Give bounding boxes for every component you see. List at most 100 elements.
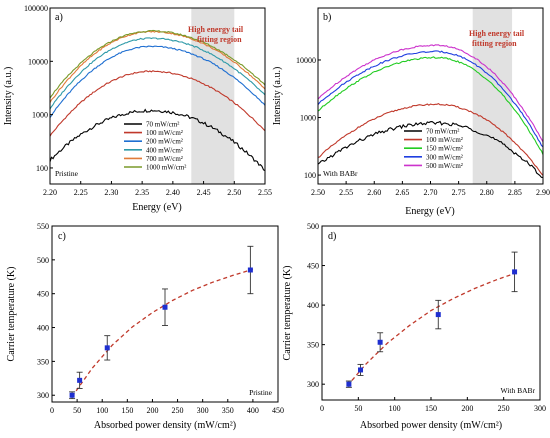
series-line-4 xyxy=(317,50,544,148)
y-tick-label: 500 xyxy=(37,256,49,265)
y-tick-label: 300 xyxy=(37,391,49,400)
x-tick-label: 100 xyxy=(96,406,108,415)
panel-b-annotation: With BABr xyxy=(323,169,358,178)
y-tick-label: 350 xyxy=(307,341,319,350)
x-tick-label: 350 xyxy=(222,406,234,415)
fit-curve xyxy=(346,272,515,387)
panel-b-shade-label-1: High energy tail xyxy=(469,29,525,38)
y-tick-label: 10000 xyxy=(296,56,316,65)
panel-d-ylabel: Carrier temperature (K) xyxy=(282,266,293,361)
legend-entry: 100 mW/cm² xyxy=(146,129,183,137)
x-tick-label: 2.70 xyxy=(424,188,438,197)
x-tick-label: 2.45 xyxy=(197,188,211,197)
panel-c-xlabel: Absorbed power density (mW/cm²) xyxy=(94,420,236,431)
y-tick-label: 100 xyxy=(304,171,316,180)
series-line-5 xyxy=(49,30,266,103)
x-tick-label: 2.75 xyxy=(452,188,466,197)
x-tick-label: 0 xyxy=(50,406,54,415)
panel-a-frame xyxy=(49,7,266,185)
panel-a-shade-label-1: High energy tail xyxy=(188,25,244,34)
x-tick-label: 50 xyxy=(73,406,81,415)
panel-d-xlabel: Absorbed power density (mW/cm²) xyxy=(360,420,502,431)
data-point xyxy=(77,377,83,383)
data-point xyxy=(346,381,352,387)
x-tick-label: 2.60 xyxy=(367,188,381,197)
panel-c-annotation: Pristine xyxy=(249,388,273,397)
x-tick-label: 2.20 xyxy=(43,188,57,197)
x-tick-label: 300 xyxy=(197,406,209,415)
panel-c-ylabel: Carrier temperature (K) xyxy=(6,267,17,362)
series-line-2 xyxy=(317,102,544,176)
y-tick-label: 1000 xyxy=(32,111,48,120)
x-tick-label: 2.90 xyxy=(536,188,550,197)
panel-a-annotation: Pristine xyxy=(55,169,79,178)
panel-a-label: a) xyxy=(55,12,63,23)
x-tick-label: 250 xyxy=(498,404,510,413)
x-tick-label: 2.25 xyxy=(74,188,88,197)
series-line-1 xyxy=(317,120,544,178)
series-line-2 xyxy=(49,70,266,137)
x-tick-label: 150 xyxy=(425,404,437,413)
x-tick-label: 200 xyxy=(461,404,473,413)
data-point xyxy=(512,269,518,275)
panel-b-shade-label-2: fitting region xyxy=(472,39,517,48)
legend-entry: 200 mW/cm² xyxy=(146,138,183,146)
data-point xyxy=(162,304,168,310)
data-point xyxy=(247,267,253,273)
panel-d-annotation: With BABr xyxy=(501,386,536,395)
x-tick-label: 2.50 xyxy=(311,188,325,197)
panel-c-frame xyxy=(51,225,279,403)
y-tick-label: 100 xyxy=(36,164,48,173)
legend-entry: 70 mW/cm² xyxy=(146,121,179,129)
data-point xyxy=(104,345,110,351)
x-tick-label: 2.55 xyxy=(258,188,272,197)
series-line-6 xyxy=(49,29,266,99)
x-tick-label: 400 xyxy=(247,406,259,415)
panel-a-ylabel: Intensity (a.u.) xyxy=(3,67,14,126)
series-line-3 xyxy=(317,56,544,155)
x-tick-label: 200 xyxy=(146,406,158,415)
panel-c-label: c) xyxy=(58,231,66,242)
data-point xyxy=(377,339,383,345)
panel-d: 0 50 100 150 200 250 300 300 350 400 450 500 d) Wi… xyxy=(282,222,546,431)
panel-b-shaded-region xyxy=(472,8,513,184)
series-line-4 xyxy=(49,37,266,110)
panel-c: 0 50 100 150 200 250 300 350 400 450 300 350 400 450… xyxy=(6,222,284,431)
y-tick-label: 350 xyxy=(37,357,49,366)
x-tick-label: 2.80 xyxy=(480,188,494,197)
fit-curve xyxy=(71,268,254,397)
series-line-1 xyxy=(49,108,266,172)
series-line-5 xyxy=(317,44,544,143)
legend-entry: 700 mW/cm² xyxy=(146,155,183,163)
panel-a-shaded-region xyxy=(191,8,235,184)
y-tick-label: 1000 xyxy=(300,114,316,123)
y-tick-label: 300 xyxy=(307,380,319,389)
x-tick-label: 0 xyxy=(320,404,324,413)
x-tick-label: 2.55 xyxy=(339,188,353,197)
panel-d-frame xyxy=(321,225,541,401)
x-tick-label: 450 xyxy=(272,406,284,415)
y-tick-label: 500 xyxy=(307,222,319,231)
panel-a: 2.20 2.25 2.30 2.35 2.40 2.45 2.50 2.55 100 1000… xyxy=(3,4,272,213)
x-tick-label: 50 xyxy=(354,404,362,413)
y-tick-label: 400 xyxy=(307,301,319,310)
x-tick-label: 2.65 xyxy=(395,188,409,197)
x-tick-label: 2.50 xyxy=(227,188,241,197)
y-tick-label: 100000 xyxy=(24,4,48,13)
panel-b-ylabel: Intensity (a.u.) xyxy=(272,67,283,126)
legend-entry: 150 mW/cm² xyxy=(426,145,463,153)
data-point xyxy=(358,367,364,373)
legend-entry: 400 mW/cm² xyxy=(146,146,183,154)
data-point xyxy=(435,312,441,318)
x-tick-label: 2.85 xyxy=(508,188,522,197)
x-tick-label: 250 xyxy=(172,406,184,415)
panel-a-xlabel: Energy (eV) xyxy=(132,202,182,213)
legend-entry: 500 mW/cm² xyxy=(426,162,463,170)
series-line-3 xyxy=(49,45,266,119)
y-tick-label: 400 xyxy=(37,324,49,333)
y-tick-label: 450 xyxy=(307,262,319,271)
x-tick-label: 2.40 xyxy=(166,188,180,197)
